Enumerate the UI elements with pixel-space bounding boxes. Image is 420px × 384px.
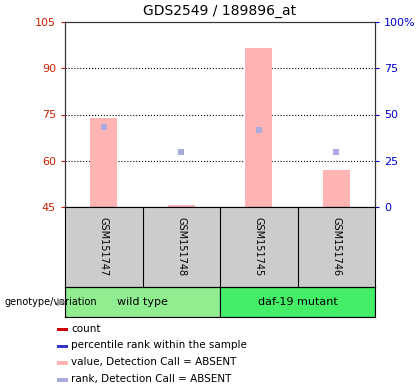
Text: GSM151748: GSM151748 xyxy=(176,217,186,276)
Bar xyxy=(168,205,195,207)
Text: ▶: ▶ xyxy=(57,297,65,307)
Text: GSM151746: GSM151746 xyxy=(331,217,341,276)
Bar xyxy=(57,344,68,348)
Bar xyxy=(220,287,375,317)
Text: count: count xyxy=(71,324,101,334)
Bar xyxy=(245,48,272,207)
Text: GSM151745: GSM151745 xyxy=(254,217,264,276)
Text: rank, Detection Call = ABSENT: rank, Detection Call = ABSENT xyxy=(71,374,231,384)
Text: value, Detection Call = ABSENT: value, Detection Call = ABSENT xyxy=(71,357,236,367)
Bar xyxy=(57,328,68,331)
Bar xyxy=(323,170,350,207)
Title: GDS2549 / 189896_at: GDS2549 / 189896_at xyxy=(144,4,297,18)
Bar xyxy=(57,378,68,382)
Text: GSM151747: GSM151747 xyxy=(99,217,109,276)
Bar xyxy=(65,287,220,317)
Bar xyxy=(57,361,68,365)
Text: genotype/variation: genotype/variation xyxy=(4,297,97,307)
Text: wild type: wild type xyxy=(117,297,168,307)
Text: percentile rank within the sample: percentile rank within the sample xyxy=(71,341,247,351)
Bar xyxy=(90,118,117,207)
Text: daf-19 mutant: daf-19 mutant xyxy=(257,297,337,307)
